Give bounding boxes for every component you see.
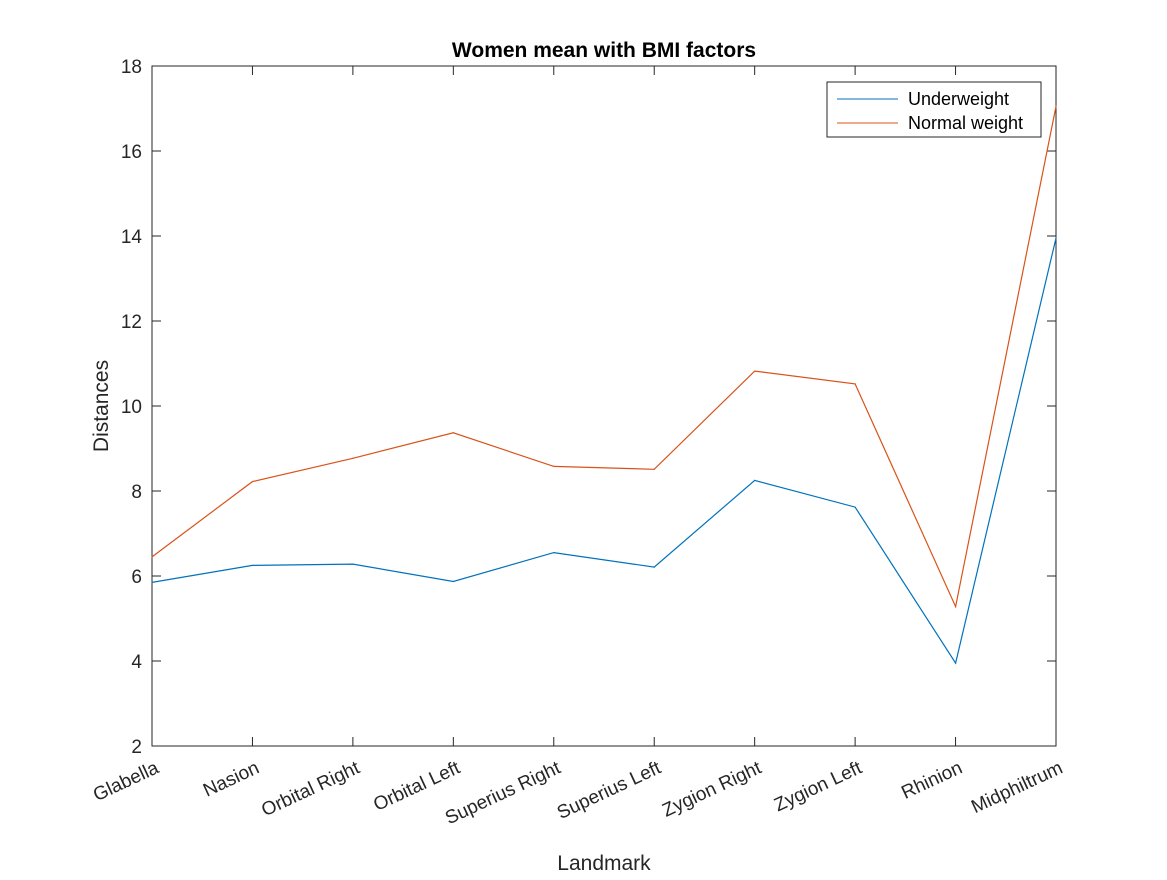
data-point-underweight-zygion-right xyxy=(754,479,756,481)
legend-entry-underweight: Underweight xyxy=(908,89,1009,109)
data-point-underweight-rhinion xyxy=(954,662,957,664)
data-point-underweight-superius-left xyxy=(653,566,655,568)
x-tick-label-nasion: Nasion xyxy=(200,757,262,801)
y-axis: 2 4 6 8 10 12 14 16 18 xyxy=(121,57,1056,758)
y-tick-label: 6 xyxy=(131,567,142,588)
y-tick-label: 14 xyxy=(121,227,143,248)
y-tick-label: 16 xyxy=(121,142,142,163)
data-point-normal-weight-rhinion xyxy=(954,606,957,608)
y-tick-label: 10 xyxy=(121,397,142,418)
data-point-normal-weight-glabella xyxy=(151,556,153,558)
x-tick-label-zygion-right: Zygion Right xyxy=(659,757,765,821)
x-tick-label-superius-left: Superius Left xyxy=(554,757,665,824)
x-tick-label-superius-right: Superius Right xyxy=(442,757,564,829)
chart-title: Women mean with BMI factors xyxy=(452,39,756,62)
y-tick-label: 18 xyxy=(121,57,142,78)
series-layer xyxy=(151,105,1057,665)
y-tick-label: 2 xyxy=(131,737,142,758)
legend-entry-normal-weight: Normal weight xyxy=(908,113,1023,133)
data-point-underweight-orbital-right xyxy=(352,563,354,565)
legend[interactable]: Underweight Normal weight xyxy=(826,81,1042,138)
series-line-normal-weight xyxy=(151,106,1057,609)
data-point-underweight-orbital-left xyxy=(452,580,454,583)
data-point-underweight-zygion-left xyxy=(854,506,856,508)
y-tick-label: 4 xyxy=(131,652,142,673)
x-tick-label-rhinion: Rhinion xyxy=(898,757,965,803)
y-axis-label: Distances xyxy=(90,360,113,452)
data-point-underweight-superius-right xyxy=(553,552,555,554)
plot-frame xyxy=(151,65,1057,747)
data-point-normal-weight-orbital-left xyxy=(452,432,454,434)
data-point-normal-weight-midphiltrum xyxy=(1055,105,1057,107)
data-point-normal-weight-superius-left xyxy=(653,468,655,470)
data-point-normal-weight-nasion xyxy=(251,481,254,483)
x-tick-label-glabella: Glabella xyxy=(90,757,162,806)
data-point-normal-weight-superius-right xyxy=(553,465,555,467)
x-axis-label: Landmark xyxy=(557,852,651,875)
data-point-normal-weight-zygion-left xyxy=(854,383,856,385)
data-point-normal-weight-orbital-right xyxy=(352,457,354,459)
series-line-underweight xyxy=(151,237,1057,665)
legend-box xyxy=(826,81,1042,138)
data-point-normal-weight-zygion-right xyxy=(754,370,756,372)
x-tick-label-zygion-left: Zygion Left xyxy=(771,757,866,816)
data-point-underweight-midphiltrum xyxy=(1055,237,1057,239)
x-tick-label-orbital-right: Orbital Right xyxy=(258,757,363,821)
x-tick-label-midphiltrum: Midphiltrum xyxy=(968,757,1066,818)
data-point-underweight-nasion xyxy=(251,564,254,566)
data-point-underweight-glabella xyxy=(151,581,153,583)
y-tick-label: 8 xyxy=(131,482,142,503)
y-tick-label: 12 xyxy=(121,312,142,333)
